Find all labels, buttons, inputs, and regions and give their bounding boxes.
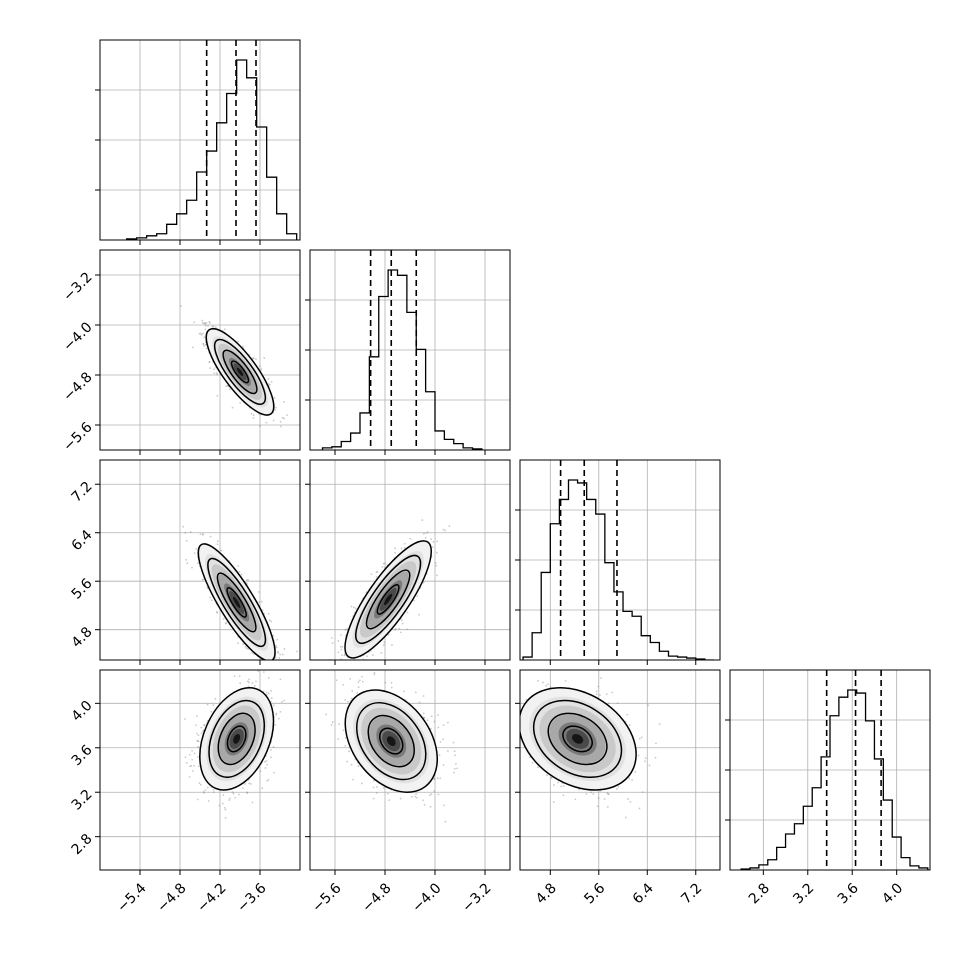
x-tick-label: −4.8	[154, 880, 189, 915]
contour	[217, 712, 256, 766]
contour	[226, 587, 247, 618]
y-tick-label: −4.0	[60, 319, 95, 354]
contour	[344, 540, 432, 659]
y-tick-label: −3.2	[60, 269, 95, 304]
panel-2-0: 4.8 5.6 6.4 7.2	[69, 459, 301, 665]
x-tick-label: 3.6	[835, 880, 862, 907]
contour-lines	[520, 687, 637, 791]
contour	[199, 687, 275, 791]
panel-2-1	[305, 459, 511, 665]
x-tick-label: −4.8	[359, 880, 394, 915]
panel-0-0	[95, 39, 301, 245]
contour	[213, 338, 267, 405]
panel-frame	[309, 669, 511, 871]
histogram-step	[321, 269, 483, 450]
contour	[562, 725, 593, 753]
contour-lines	[344, 689, 439, 793]
panel-1-0: −5.6 −4.8 −4.0 −3.2	[60, 249, 301, 455]
contour	[207, 557, 267, 648]
x-tick-label: −4.0	[409, 880, 444, 915]
panel-frame	[99, 249, 301, 451]
contour	[355, 702, 427, 781]
contour-lines	[205, 327, 275, 416]
y-tick-label: 2.8	[69, 831, 96, 858]
x-tick-label: −3.2	[459, 880, 494, 915]
contour	[520, 687, 637, 791]
panel-frame	[519, 669, 721, 871]
x-tick-label: 2.8	[746, 880, 773, 907]
panel-3-1: −5.6 −4.8 −4.0 −3.2	[305, 669, 511, 916]
panel-3-2: 4.8 5.6 6.4 7.2	[515, 669, 721, 907]
x-tick-label: −5.4	[114, 880, 149, 915]
panel-frame	[99, 669, 301, 871]
histogram-step	[522, 479, 714, 660]
y-tick-label: 3.2	[69, 787, 96, 814]
panel-3-3: 2.8 3.2 3.6 4.0	[725, 669, 931, 907]
contour	[230, 360, 250, 384]
contour-lines	[199, 687, 275, 791]
panel-background	[100, 670, 300, 870]
panel-background	[100, 250, 300, 450]
panel-2-2	[515, 459, 721, 665]
contour	[205, 327, 275, 416]
y-tick-label: 3.6	[69, 742, 96, 769]
x-tick-label: 5.6	[581, 880, 608, 907]
contour	[365, 569, 411, 630]
contour	[197, 543, 276, 660]
histogram-step	[126, 59, 298, 240]
contour	[355, 554, 422, 645]
y-tick-label: 4.8	[69, 624, 96, 651]
x-tick-label: −3.6	[234, 880, 269, 915]
x-tick-label: 7.2	[678, 880, 705, 907]
contour-lines	[197, 543, 276, 660]
panel-1-1	[305, 249, 511, 455]
y-tick-label: −4.8	[60, 369, 95, 404]
contour	[344, 689, 439, 793]
x-tick-label: 3.2	[790, 880, 817, 907]
contour	[222, 349, 258, 395]
y-tick-label: 6.4	[69, 527, 96, 554]
panel-frame	[99, 459, 301, 661]
contour-lines	[344, 540, 432, 659]
contour	[378, 727, 404, 755]
panel-3-0: −5.4 −4.8 −4.2 −3.6 2.8 3.2 3.6 4.0	[69, 669, 301, 916]
contour	[532, 699, 623, 778]
panel-frame	[309, 459, 511, 661]
y-tick-label: −5.6	[60, 419, 95, 454]
y-tick-label: 4.0	[69, 698, 96, 725]
x-tick-label: 6.4	[630, 880, 657, 907]
contour	[208, 699, 266, 778]
x-tick-label: 4.0	[879, 880, 906, 907]
x-tick-label: 4.8	[533, 880, 560, 907]
density-fill	[344, 540, 432, 658]
x-tick-label: −5.6	[309, 880, 344, 915]
histogram-step	[740, 689, 930, 870]
x-tick-label: −4.2	[194, 880, 229, 915]
y-tick-label: 5.6	[69, 575, 96, 602]
contour	[367, 714, 416, 768]
y-tick-label: 7.2	[69, 479, 96, 506]
contour	[547, 712, 608, 766]
contour	[376, 584, 400, 615]
contour	[216, 572, 257, 633]
contour	[226, 725, 247, 753]
density-fill	[520, 687, 637, 791]
